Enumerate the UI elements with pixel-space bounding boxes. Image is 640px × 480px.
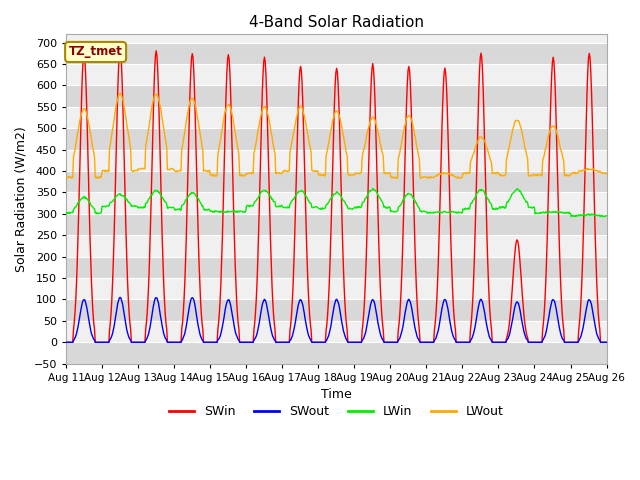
- Bar: [66, 85, 607, 107]
- Bar: [66, 342, 607, 364]
- Text: TZ_tmet: TZ_tmet: [68, 46, 122, 59]
- Title: 4-Band Solar Radiation: 4-Band Solar Radiation: [249, 15, 424, 30]
- X-axis label: Time: Time: [321, 388, 351, 401]
- Bar: [66, 43, 607, 64]
- Bar: [66, 128, 607, 150]
- Y-axis label: Solar Radiation (W/m2): Solar Radiation (W/m2): [15, 126, 28, 272]
- Bar: [66, 214, 607, 235]
- Bar: [66, 300, 607, 321]
- Bar: [66, 257, 607, 278]
- Bar: [66, 171, 607, 192]
- Legend: SWin, SWout, LWin, LWout: SWin, SWout, LWin, LWout: [164, 400, 509, 423]
